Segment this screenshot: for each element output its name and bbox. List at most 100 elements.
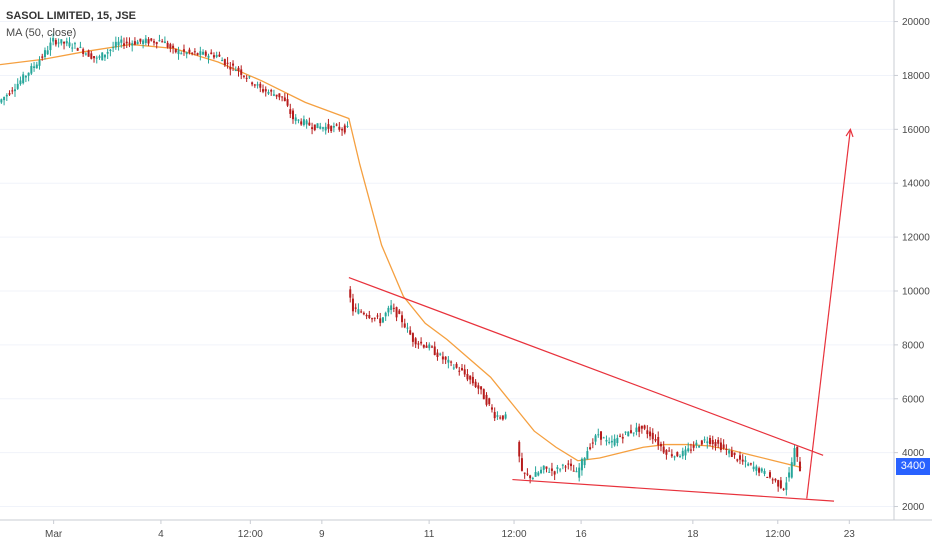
candle-body xyxy=(441,356,444,360)
candle-body xyxy=(112,47,115,49)
candle-body xyxy=(499,417,502,419)
candle-body xyxy=(142,40,145,44)
candle-body xyxy=(0,99,3,103)
candle-body xyxy=(482,389,485,400)
candle-body xyxy=(605,439,608,442)
candle-body xyxy=(619,435,622,437)
candle-body xyxy=(199,51,202,55)
indicator-label[interactable]: MA (50, close) xyxy=(6,27,77,39)
x-tick-label: 9 xyxy=(319,529,325,540)
candle-body xyxy=(93,56,96,59)
candle-body xyxy=(766,476,769,478)
candle-body xyxy=(504,414,507,419)
candle-body xyxy=(681,450,684,457)
candle-body xyxy=(114,41,117,48)
ma-line xyxy=(0,43,802,469)
x-tick-label: 23 xyxy=(844,529,856,540)
candle-body xyxy=(256,84,259,86)
candle-body xyxy=(624,431,627,433)
candle-body xyxy=(725,448,728,450)
y-tick-label: 4000 xyxy=(902,448,925,459)
moving-average-layer xyxy=(0,43,802,469)
candle-body xyxy=(33,66,36,68)
candle-body xyxy=(251,82,254,85)
candle-body xyxy=(779,480,782,489)
candle-body xyxy=(218,54,221,57)
time-axis[interactable]: Mar 4 12:00 9 11 12:00 16 18 12:00 23 xyxy=(45,520,855,540)
candle-body xyxy=(627,431,630,437)
candle-body xyxy=(703,439,706,441)
candle-body xyxy=(417,343,420,345)
candle-body xyxy=(324,126,327,131)
x-tick-label: 18 xyxy=(687,529,699,540)
candle-body xyxy=(469,375,472,380)
candle-body xyxy=(670,454,673,457)
candle-body xyxy=(163,41,166,44)
candle-body xyxy=(188,49,191,53)
candle-body xyxy=(411,333,414,342)
candle-body xyxy=(788,472,791,478)
candle-body xyxy=(54,40,57,45)
candle-body xyxy=(289,109,292,114)
candle-body xyxy=(46,50,49,55)
candle-body xyxy=(657,436,660,446)
wedge-trendline[interactable] xyxy=(512,478,835,502)
candle-body xyxy=(158,40,161,42)
candle-body xyxy=(182,49,185,52)
candle-body xyxy=(676,452,679,457)
candle-body xyxy=(537,472,540,476)
candle-body xyxy=(635,427,638,433)
candle-body xyxy=(123,43,126,46)
candle-body xyxy=(264,89,267,92)
candle-body xyxy=(338,126,341,130)
candle-body xyxy=(226,62,229,64)
candle-body xyxy=(150,38,153,41)
candle-body xyxy=(621,437,624,439)
candle-body xyxy=(659,443,662,447)
price-axis[interactable]: 2000 4000 6000 8000 10000 12000 14000 16000 1800… xyxy=(894,17,930,513)
candle-body xyxy=(629,430,632,433)
candle-body xyxy=(777,480,780,487)
candle-body xyxy=(567,463,570,465)
candle-body xyxy=(300,121,303,125)
candle-body xyxy=(548,471,551,473)
candle-body xyxy=(270,89,273,92)
candle-body xyxy=(13,89,16,92)
candle-body xyxy=(591,442,594,444)
candle-body xyxy=(749,463,752,465)
candle-body xyxy=(41,56,44,58)
candle-body xyxy=(297,119,300,121)
candle-body xyxy=(763,470,766,474)
candle-body xyxy=(354,307,357,309)
candle-body xyxy=(232,63,235,66)
candle-body xyxy=(401,315,404,323)
candle-body xyxy=(425,345,428,348)
candle-body xyxy=(444,356,447,360)
candle-body xyxy=(242,75,245,77)
target-arrow-line[interactable] xyxy=(806,129,851,499)
candle-body xyxy=(373,317,376,319)
candle-body xyxy=(793,448,796,466)
candle-body xyxy=(371,318,374,320)
candle-body xyxy=(433,346,436,355)
candle-body xyxy=(27,72,30,76)
symbol-title[interactable]: SASOL LIMITED, 15, JSE xyxy=(6,10,136,22)
y-tick-label: 16000 xyxy=(902,125,930,136)
candle-body xyxy=(185,52,188,55)
candle-body xyxy=(109,49,112,51)
candle-body xyxy=(221,60,224,62)
candle-body xyxy=(365,315,368,317)
candle-body xyxy=(57,42,60,44)
candle-body xyxy=(559,469,562,471)
candle-body xyxy=(253,84,256,86)
trendline-layer xyxy=(348,127,854,502)
candle-body xyxy=(561,464,564,466)
candle-body xyxy=(210,52,213,55)
candle-body xyxy=(463,369,466,375)
wedge-trendline[interactable] xyxy=(348,276,824,456)
candle-body xyxy=(292,110,295,120)
candle-body xyxy=(60,39,63,44)
candle-body xyxy=(248,76,251,78)
candle-body xyxy=(332,125,335,128)
